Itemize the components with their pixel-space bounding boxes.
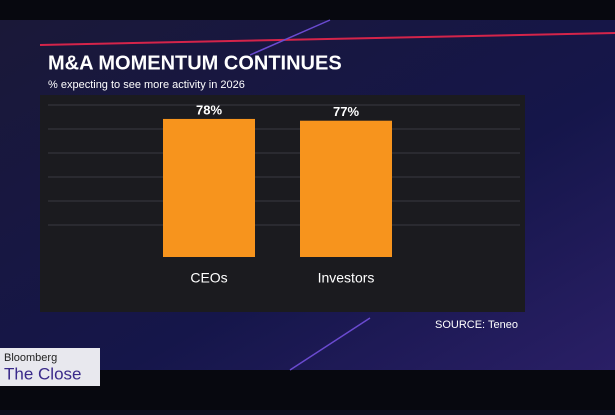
x-tick-label: Investors — [318, 270, 375, 286]
bar — [163, 118, 255, 257]
source: SOURCE: Teneo — [435, 319, 518, 331]
logo-box — [0, 348, 100, 386]
decor-line — [289, 317, 371, 371]
x-tick-label: CEOs — [190, 270, 227, 286]
chart-title: M&A MOMENTUM CONTINUES — [48, 52, 342, 74]
grid — [48, 104, 520, 226]
bar — [300, 120, 392, 258]
plot-panel — [40, 95, 525, 312]
show-name: The Close — [4, 364, 81, 383]
brand-name: Bloomberg — [4, 352, 57, 364]
accent-line — [39, 32, 615, 46]
chart-subtitle: % expecting to see more activity in 2026 — [48, 79, 245, 91]
decor-line — [249, 19, 331, 56]
value-label: 78% — [196, 102, 222, 117]
value-label: 77% — [333, 104, 359, 119]
